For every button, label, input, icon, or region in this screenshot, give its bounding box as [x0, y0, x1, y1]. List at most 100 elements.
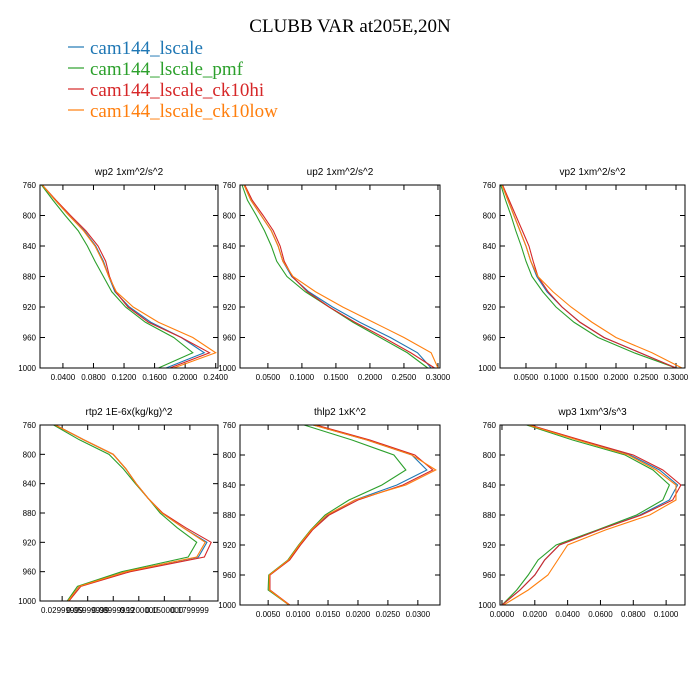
y-tick-label: 880 — [483, 273, 497, 282]
x-tick-label: 0.0400 — [51, 373, 76, 382]
x-tick-label: 0.0100 — [286, 610, 311, 619]
plot-frame — [239, 184, 441, 369]
x-tick-label: 0.1000 — [290, 373, 315, 382]
y-tick-label: 840 — [483, 481, 497, 490]
profile-line — [501, 184, 677, 369]
profile-line — [501, 184, 683, 369]
profile-line — [267, 424, 407, 606]
x-tick-label: 0.1000 — [654, 610, 679, 619]
y-tick-label: 1000 — [478, 601, 496, 610]
x-tick-label: 0.08999999 — [92, 606, 135, 615]
y-tick-label: 760 — [23, 421, 37, 430]
panel-title: wp2 1xm^2/s^2 — [94, 167, 164, 178]
profile-line — [55, 424, 208, 602]
profile-line — [500, 184, 677, 369]
profile-line — [244, 184, 435, 369]
y-tick-label: 800 — [23, 212, 37, 221]
x-tick-label: 0.0200 — [523, 610, 548, 619]
x-tick-label: 0.0200 — [346, 610, 371, 619]
y-tick-label: 840 — [483, 242, 497, 251]
y-tick-label: 840 — [223, 481, 237, 490]
y-tick-label: 840 — [23, 242, 37, 251]
x-tick-label: 0.2000 — [358, 373, 383, 382]
y-tick-label: 880 — [223, 511, 237, 520]
y-tick-label: 840 — [23, 480, 37, 489]
profile-line — [55, 424, 212, 602]
y-tick-label: 760 — [23, 181, 37, 190]
legend-label: cam144_lscale_pmf — [90, 59, 244, 80]
y-tick-label: 920 — [23, 538, 37, 547]
panel-title: rtp2 1E-6x(kg/kg)^2 — [86, 407, 173, 418]
y-tick-label: 880 — [483, 511, 497, 520]
x-tick-label: 0.0400 — [555, 610, 580, 619]
x-tick-label: 0.0500 — [514, 373, 539, 382]
y-tick-label: 960 — [223, 571, 237, 580]
y-tick-label: 880 — [23, 273, 37, 282]
x-tick-label: 0.2000 — [604, 373, 629, 382]
plot-frame — [499, 424, 686, 606]
x-tick-label: 0.0300 — [406, 610, 431, 619]
y-tick-label: 920 — [223, 303, 237, 312]
legend-label: cam144_lscale_ck10hi — [90, 80, 264, 101]
y-tick-label: 1000 — [218, 601, 236, 610]
x-tick-label: 0.0050 — [256, 610, 281, 619]
profile-line — [243, 184, 439, 369]
figure-title: CLUBB VAR at205E,20N — [249, 16, 451, 37]
y-tick-label: 960 — [23, 568, 37, 577]
profile-line — [501, 424, 682, 606]
y-tick-label: 800 — [223, 212, 237, 221]
y-tick-label: 800 — [483, 451, 497, 460]
plot-frame — [239, 424, 441, 606]
panel-title: up2 1xm^2/s^2 — [307, 167, 374, 178]
profile-line — [269, 424, 434, 606]
profile-line — [41, 184, 211, 369]
x-tick-label: 0.1799999 — [171, 606, 209, 615]
y-tick-label: 800 — [23, 450, 37, 459]
x-tick-label: 0.0800 — [621, 610, 646, 619]
profile-line — [55, 424, 206, 602]
y-tick-label: 800 — [223, 451, 237, 460]
x-tick-label: 0.2500 — [634, 373, 659, 382]
x-tick-label: 0.1200 — [112, 373, 137, 382]
y-tick-label: 760 — [223, 421, 237, 430]
profile-line — [503, 424, 677, 606]
panel-title: wp3 1xm^3/s^3 — [557, 407, 627, 418]
y-tick-label: 880 — [223, 273, 237, 282]
y-tick-label: 960 — [483, 571, 497, 580]
x-tick-label: 0.0000 — [490, 610, 515, 619]
profile-line — [41, 184, 194, 369]
x-tick-label: 0.3000 — [664, 373, 689, 382]
y-tick-label: 1000 — [18, 364, 36, 373]
profile-line — [241, 184, 429, 369]
panel-title: vp2 1xm^2/s^2 — [559, 167, 626, 178]
y-tick-label: 920 — [483, 303, 497, 312]
y-tick-label: 920 — [483, 541, 497, 550]
plot-frame — [39, 184, 219, 369]
y-tick-label: 960 — [223, 334, 237, 343]
profile-line — [53, 424, 198, 602]
y-tick-label: 960 — [23, 334, 37, 343]
y-tick-label: 840 — [223, 242, 237, 251]
x-tick-label: 0.02999999 — [41, 606, 84, 615]
profile-line — [243, 184, 432, 369]
y-tick-label: 1000 — [478, 364, 496, 373]
x-tick-label: 0.1600 — [142, 373, 167, 382]
profile-line — [501, 424, 671, 606]
profile-line — [501, 424, 679, 606]
x-tick-label: 0.1500 — [574, 373, 599, 382]
x-tick-label: 0.3000 — [426, 373, 451, 382]
x-tick-label: 0.2500 — [392, 373, 417, 382]
y-tick-label: 760 — [483, 181, 497, 190]
profile-line — [41, 184, 217, 369]
y-tick-label: 920 — [223, 541, 237, 550]
legend-label: cam144_lscale — [90, 38, 203, 59]
x-tick-label: 0.1000 — [544, 373, 569, 382]
y-tick-label: 760 — [223, 181, 237, 190]
x-tick-label: 0.05999999 — [67, 606, 110, 615]
x-tick-label: 0.0600 — [588, 610, 613, 619]
x-tick-label: 0.0250 — [376, 610, 401, 619]
y-tick-label: 800 — [483, 212, 497, 221]
plot-frame — [499, 184, 686, 369]
